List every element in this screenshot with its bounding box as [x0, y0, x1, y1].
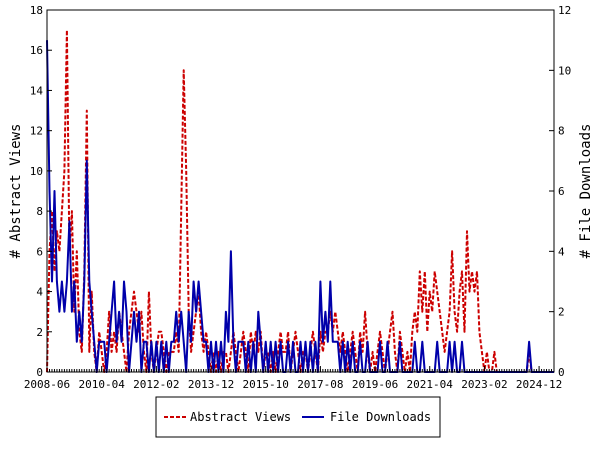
axis-layer: 2008-06 2010-04 2012-02 2013-12 2015-10 2017-… — [24, 4, 571, 391]
x-tick-label: 2023-02 — [461, 378, 507, 391]
y-left-tick-label: 4 — [36, 286, 43, 299]
legend-label-file-downloads: File Downloads — [330, 410, 431, 424]
y-left-tick-label: 6 — [36, 245, 43, 258]
legend-box — [155, 396, 441, 438]
x-tick-label: 2019-06 — [352, 378, 398, 391]
y-right-tick-label: 8 — [558, 125, 565, 138]
y-axis-title-left: # Abstract Views — [8, 124, 24, 259]
y-left-tick-label: 16 — [30, 44, 43, 57]
x-tick-label: 2010-04 — [78, 378, 125, 391]
y-left-tick-label: 12 — [30, 125, 43, 138]
x-tick-label: 2012-02 — [133, 378, 179, 391]
y-right-tick-label: 6 — [558, 185, 565, 198]
y-left-tick-label: 0 — [36, 366, 43, 379]
y-left-tick-label: 14 — [30, 84, 44, 97]
x-tick-label: 2024-12 — [516, 378, 562, 391]
series-layer — [46, 29, 554, 373]
y-left-tick-label: 2 — [36, 326, 43, 339]
series-line-file-downloads — [46, 40, 554, 373]
y-axis-title-right: # File Downloads — [578, 124, 594, 259]
y-right-tick-label: 4 — [558, 245, 565, 258]
plot-frame — [46, 9, 555, 373]
x-tick-label: 2021-04 — [407, 378, 454, 391]
y-right-tick-label: 2 — [558, 306, 565, 319]
y-right-tick-label: 12 — [558, 4, 571, 17]
x-tick-label: 2008-06 — [24, 378, 70, 391]
x-tick-label: 2015-10 — [243, 378, 289, 391]
y-right-tick-label: 10 — [558, 64, 571, 77]
y-left-tick-label: 18 — [30, 4, 43, 17]
y-left-tick-label: 10 — [30, 165, 43, 178]
y-right-tick-label: 0 — [558, 366, 565, 379]
legend: Abstract Views File Downloads — [155, 396, 441, 438]
legend-label-abstract-views: Abstract Views — [190, 410, 291, 424]
x-tick-label: 2017-08 — [297, 378, 343, 391]
y-left-tick-label: 8 — [36, 205, 43, 218]
x-tick-label: 2013-12 — [188, 378, 234, 391]
